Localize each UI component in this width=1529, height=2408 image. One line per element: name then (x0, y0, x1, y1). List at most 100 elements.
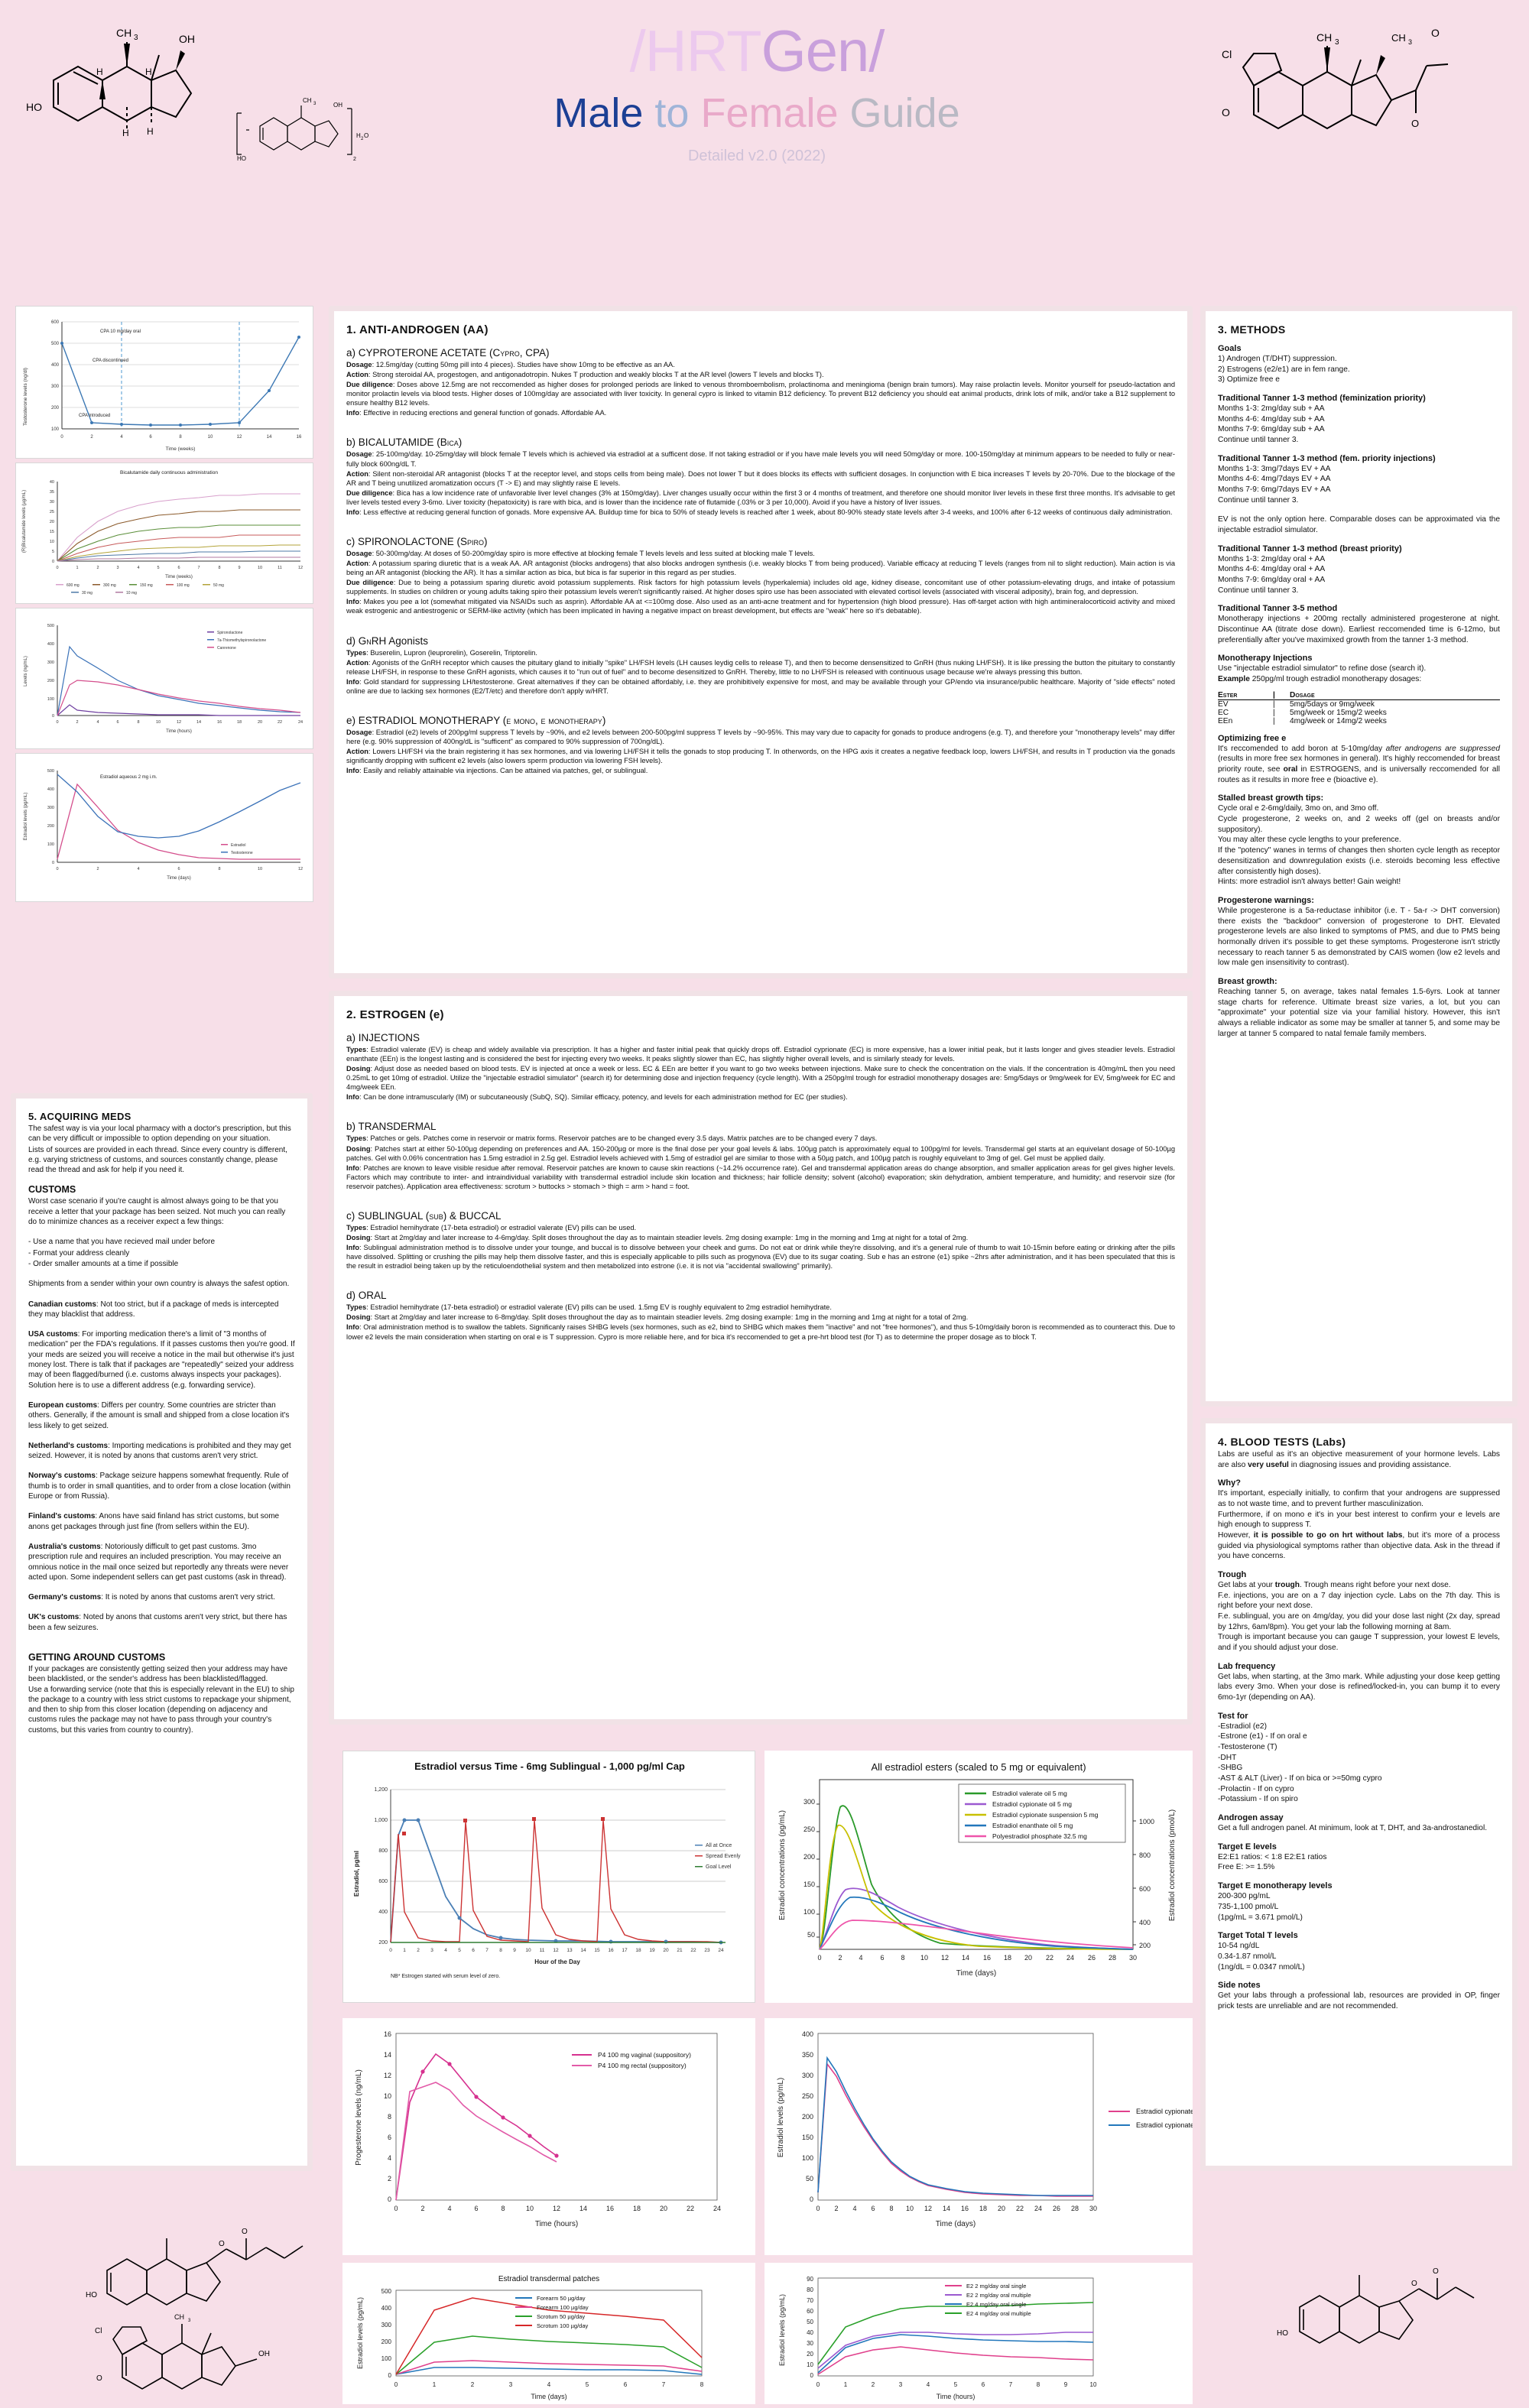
estradiol-enanthate-molecule-diagram: HO O O (1254, 2217, 1498, 2370)
freee-a: It's reccomended to add boron at 5-10mg/… (1218, 744, 1386, 753)
svg-text:12: 12 (553, 2205, 560, 2212)
svg-text:10: 10 (50, 540, 54, 544)
svg-text:H: H (147, 126, 154, 137)
svg-text:OH: OH (179, 33, 195, 45)
svg-text:4: 4 (444, 1948, 447, 1953)
svg-text:1: 1 (433, 2381, 437, 2388)
svg-text:3: 3 (1408, 38, 1412, 46)
target-t-line-2: (1ng/dL = 0.0347 nmol/L) (1218, 1962, 1305, 1972)
svg-text:CPA introduced: CPA introduced (79, 414, 110, 418)
around-customs-text: If your packages are consistently gettin… (28, 1664, 294, 1735)
line-label: Dosage (346, 361, 372, 368)
svg-text:100: 100 (47, 697, 54, 702)
svg-text:70: 70 (807, 2297, 813, 2304)
svg-text:20: 20 (998, 2205, 1005, 2212)
svg-text:Scrotum 100 µg/day: Scrotum 100 µg/day (537, 2322, 589, 2329)
svg-text:12: 12 (553, 1948, 559, 1953)
svg-text:2: 2 (361, 137, 364, 141)
svg-text:3: 3 (899, 2381, 903, 2388)
svg-text:12: 12 (298, 566, 303, 570)
section-line: Dosing: Start at 2mg/day and later incre… (346, 1313, 1175, 1322)
svg-text:400: 400 (378, 1910, 388, 1915)
country-text: : Noted by anons that customs aren't ver… (28, 1613, 287, 1632)
section-line: Types: Estradiol valerate (EV) is cheap … (346, 1045, 1175, 1063)
line-label: Info (346, 1244, 360, 1252)
chart-estradiol-aqueous: 500 400 300 200 100 0 0 2 4 6 8 10 12 Time (days)… (15, 753, 313, 902)
table-row: EEn | 4mg/week or 14mg/2 weeks (1218, 717, 1500, 725)
svg-text:Estradiol valerate oil 5 mg: Estradiol valerate oil 5 mg (992, 1790, 1067, 1797)
country-customs-list: Canadian customs: Not too strict, but if… (28, 1290, 295, 1643)
section-line: Dosing: Adjust dose as needed based on b… (346, 1064, 1175, 1092)
table-row: EC | 5mg/week or 15mg/2 weeks (1218, 709, 1500, 717)
svg-text:22: 22 (690, 1948, 696, 1953)
panel-estrogen: 2. ESTROGEN (e) a) INJECTIONS Types: Estr… (329, 991, 1193, 1725)
country-text: : Not too strict, but if a package of me… (28, 1300, 279, 1319)
svg-text:HO: HO (86, 2291, 97, 2299)
line-label: Due diligence (346, 381, 393, 389)
target-t-title: Target Total T levels (1218, 1931, 1298, 1941)
chart-sublingual-6mg: Estradiol versus Time - 6mg Sublingual -… (342, 1751, 755, 2003)
svg-text:OH: OH (333, 102, 342, 109)
svg-text:6: 6 (116, 720, 118, 725)
section-line: Types: Buserelin, Lupron (leuprorelin), … (346, 648, 1175, 657)
line-label: Types (346, 648, 367, 657)
section-title-smallcaps: n (366, 634, 372, 647)
svg-text:CH: CH (1316, 31, 1332, 44)
section-title-smallcaps: Bica (440, 436, 459, 449)
svg-text:HO: HO (1277, 2329, 1288, 2338)
section-line: Due diligence: Bica has a low incidence … (346, 488, 1175, 507)
tanner35-text: Monotherapy injections + 200mg rectally … (1218, 615, 1500, 644)
protocol-2-line-2: Months 7-9: 6mg/day oral + AA (1218, 576, 1326, 585)
country-text: : Notoriously difficult to get past cust… (28, 1542, 289, 1582)
svg-text:60: 60 (807, 2308, 813, 2315)
estrogen-heading: 2. ESTROGEN (e) (346, 1008, 444, 1021)
svg-text:CH: CH (303, 97, 312, 104)
svg-text:13: 13 (566, 1948, 573, 1953)
line-label: Action (346, 658, 368, 667)
protocol-1-line-1: Months 4-6: 4mg/7days EV + AA (1218, 475, 1331, 484)
svg-text:CPA 10 mg/day oral: CPA 10 mg/day oral (100, 329, 141, 334)
androgen-assay-text: Get a full androgen panel. At minimum, l… (1218, 1824, 1488, 1833)
target-t-line-1: 0.34-1.87 nmol/L (1218, 1952, 1277, 1961)
svg-text:30: 30 (50, 500, 54, 505)
svg-text:Goal Level: Goal Level (706, 1864, 732, 1870)
svg-text:25: 25 (50, 510, 54, 514)
svg-text:14: 14 (579, 2205, 587, 2212)
line-text: : Lowers LH/FSH via the brain registerin… (346, 748, 1175, 765)
svg-text:7a-Thiomethylspironolactone: 7a-Thiomethylspironolactone (217, 638, 266, 643)
line-label: Action (346, 748, 368, 756)
estradiol-molecule-diagram: CH 3 OH HO H H H H (23, 8, 313, 145)
section-line: Info: Patches are known to leave visible… (346, 1163, 1175, 1191)
svg-text:10: 10 (920, 1954, 928, 1962)
svg-text:16: 16 (961, 2205, 969, 2212)
svg-text:2: 2 (471, 2381, 475, 2388)
svg-text:600: 600 (51, 320, 60, 325)
line-label: Types (346, 1134, 367, 1143)
estradiol-valerate-molecule-diagram: HO O O (84, 2194, 313, 2332)
svg-text:400: 400 (51, 363, 60, 368)
svg-text:H: H (356, 132, 361, 139)
svg-text:Estradiol levels (pg/mL): Estradiol levels (pg/mL) (24, 793, 28, 841)
header-dosage: Dosage (1290, 690, 1315, 699)
country-name: Germany's customs (28, 1593, 102, 1602)
line-label: Dosing (346, 1144, 371, 1153)
svg-text:30: 30 (1129, 1954, 1137, 1962)
version-label: Detailed v2.0 (2022) (687, 147, 826, 164)
svg-text:O: O (1222, 106, 1230, 118)
line-label: Action (346, 371, 368, 379)
section-line: Types: Estradiol hemihydrate (17-beta es… (346, 1303, 1175, 1312)
monotherapy-dosage-table: Ester | Dosage EV | 5mg/5days or 9mg/wee… (1218, 691, 1500, 725)
protocol-2-title: Traditional Tanner 1-3 method (breast pr… (1218, 544, 1402, 553)
svg-text:22: 22 (1016, 2205, 1024, 2212)
svg-text:E2 4 mg/day oral single: E2 4 mg/day oral single (966, 2301, 1026, 2308)
svg-text:1: 1 (403, 1948, 406, 1953)
svg-text:200: 200 (378, 1940, 388, 1946)
svg-text:200: 200 (802, 2113, 813, 2121)
line-text: : Adjust dose as needed based on blood t… (346, 1065, 1175, 1092)
line-label: Info (346, 677, 360, 686)
svg-text:1,000: 1,000 (374, 1818, 388, 1823)
svg-text:4: 4 (447, 2205, 451, 2212)
svg-text:2: 2 (417, 1948, 420, 1953)
section-title: b) TRANSDERMAL (346, 1121, 437, 1133)
svg-text:22: 22 (687, 2205, 694, 2212)
